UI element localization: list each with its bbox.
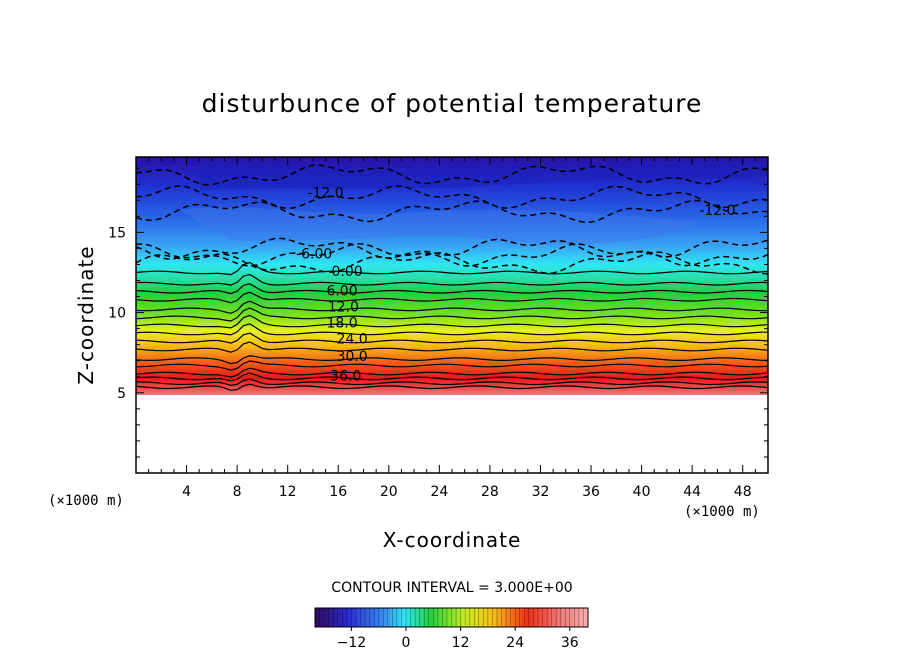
z-tick-label: 5 [117, 386, 126, 402]
colorbar-tick-label: 24 [506, 635, 524, 651]
contour-line-positive [136, 383, 768, 391]
colorbar-tick-label: 12 [452, 635, 470, 651]
contour-label: 30.0 [337, 349, 368, 365]
y-axis-ticks: 5 10 15 [108, 167, 768, 458]
chart-title: disturbunce of potential temperature [202, 89, 703, 118]
contour-label: -12.0 [307, 185, 343, 201]
contour-label: -6.00 [296, 246, 332, 262]
x-tick-label: 8 [233, 484, 242, 500]
x-unit-label-left: (×1000 m) [48, 493, 124, 509]
x-tick-label: 24 [430, 484, 448, 500]
x-tick-label: 44 [683, 484, 701, 500]
colorbar-tick-label: −12 [337, 635, 367, 651]
contour-line-positive [136, 314, 768, 329]
contour-line-positive [136, 360, 768, 371]
x-unit-label-right: (×1000 m) [684, 504, 760, 520]
contour-interval-label: CONTOUR INTERVAL = 3.000E+00 [331, 580, 572, 596]
contour-line-positive [136, 261, 768, 276]
colorbar-tick-label: 0 [402, 635, 411, 651]
contour-label: 36.0 [330, 368, 361, 384]
mid-disturbance-region [180, 207, 700, 245]
plot-area [136, 157, 768, 473]
x-tick-label: 32 [532, 484, 550, 500]
x-tick-label: 4 [182, 484, 191, 500]
contour-label: 0.00 [332, 264, 363, 280]
terrain-mask [136, 395, 768, 473]
x-tick-label: 40 [633, 484, 651, 500]
x-tick-label: 28 [481, 484, 499, 500]
x-tick-label: 36 [582, 484, 600, 500]
contour-line-positive [136, 307, 768, 322]
contour-label: 12.0 [328, 299, 359, 315]
contour-label: 24.0 [337, 331, 368, 347]
x-tick-label: 12 [279, 484, 297, 500]
contour-line-positive [136, 283, 768, 295]
colorbar-tick-label: 36 [561, 635, 579, 651]
x-tick-label: 48 [734, 484, 752, 500]
colorbar-ticks: −12 0 12 24 36 [337, 627, 579, 651]
contour-line-positive [136, 372, 768, 382]
contour-line-positive [136, 300, 768, 314]
contour-line-positive [136, 332, 768, 344]
colorbar-divisions [319, 608, 584, 627]
contour-line-positive [136, 291, 768, 304]
upper-cold-region [200, 160, 768, 190]
contour-line-positive [136, 378, 768, 387]
contour-label: 6.00 [326, 283, 357, 299]
contour-line-positive [136, 355, 768, 365]
contour-line-positive [136, 323, 768, 336]
x-tick-label: 16 [329, 484, 347, 500]
z-tick-label: 15 [108, 225, 126, 241]
z-tick-label: 10 [108, 306, 126, 322]
contour-lines [136, 164, 768, 391]
contour-line-positive [136, 273, 768, 286]
contour-line-positive [136, 367, 768, 378]
contour-line-positive [136, 341, 768, 353]
y-axis-label: Z-coordinate [74, 245, 98, 384]
contour-label: -12.0 [699, 203, 735, 219]
contour-label: 18.0 [326, 315, 357, 331]
x-axis-ticks: 4 8 12 16 20 24 28 32 36 40 44 48 [148, 157, 756, 500]
x-tick-label: 20 [380, 484, 398, 500]
x-axis-label: X-coordinate [383, 528, 522, 552]
